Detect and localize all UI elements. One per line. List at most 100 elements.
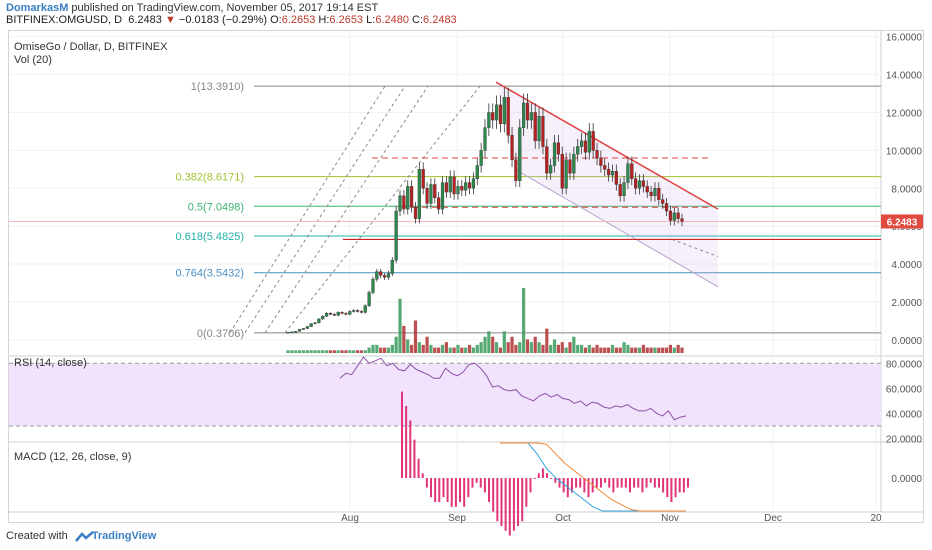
channel-fill (496, 82, 718, 287)
created-with-label: Created with (6, 530, 68, 542)
rsi-label: RSI (14, close) (14, 357, 87, 369)
fib-level-label: 1(13.3910) (191, 81, 244, 93)
tradingview-link[interactable]: TradingView (91, 530, 157, 542)
volume-bar (498, 347, 503, 353)
candle-body (510, 135, 514, 161)
candle-body (297, 329, 302, 332)
volume-bar (522, 288, 526, 353)
volume-bar (367, 347, 371, 353)
chart-frame[interactable] (8, 30, 924, 523)
macd-histogram-bar (508, 478, 511, 536)
candle-body (622, 182, 626, 197)
volume-bar (301, 350, 306, 353)
macd-histogram-bar (674, 478, 677, 498)
volume-bar (437, 347, 441, 353)
macd-histogram-bar (645, 478, 648, 488)
price-tick-label: 16.0000 (886, 33, 923, 44)
candle-body (610, 171, 615, 176)
publish-line: DomarkasM published on TradingView.com, … (6, 2, 378, 15)
macd-histogram-bar (546, 473, 549, 478)
time-tick-label: Aug (341, 513, 359, 524)
volume-bar (572, 336, 576, 353)
volume-bar (564, 347, 568, 353)
macd-histogram-bar (454, 478, 457, 507)
volume-bar (483, 336, 487, 353)
time-tick-label: 20 (870, 513, 882, 524)
candle-body (348, 311, 352, 315)
candle-body (452, 176, 456, 195)
candle-body (518, 127, 522, 181)
candle-body (294, 331, 298, 333)
volume-bar (406, 339, 410, 353)
candle-body (583, 140, 588, 153)
volume-bar (352, 350, 356, 353)
author-link[interactable]: DomarkasM (6, 2, 69, 14)
last-price-badge (881, 214, 923, 229)
candle-body (313, 322, 317, 324)
volume-bar (440, 344, 445, 353)
candle-body (506, 97, 510, 136)
candle-body (475, 165, 479, 179)
fib-level-label: 0.764(3.5432) (176, 268, 245, 280)
candle-body (560, 153, 564, 189)
candle-body (549, 165, 553, 174)
volume-bar (286, 350, 290, 353)
macd-histogram-bar (624, 478, 627, 488)
candle-body (653, 188, 657, 197)
low-label: L: (366, 14, 376, 26)
volume-bar (502, 331, 506, 353)
volume-bar (344, 350, 348, 353)
candle-body (317, 318, 321, 323)
fib-fan-line (284, 85, 481, 334)
candle-body (618, 184, 622, 197)
macd-histogram-bar (417, 458, 420, 478)
volume-bar (394, 336, 398, 353)
candle-body (641, 180, 645, 187)
candle-body (672, 212, 676, 221)
volume-bar (676, 344, 680, 353)
macd-histogram-bar (558, 478, 561, 488)
volume-bar (317, 350, 321, 353)
last-price: 6.2483 (128, 14, 162, 26)
candle-body (440, 182, 445, 210)
volume-bar (421, 344, 425, 353)
candle-body (332, 314, 336, 316)
volume-bar (657, 347, 661, 353)
volume-bar (363, 350, 367, 353)
macd-histogram-bar (425, 478, 428, 488)
candle-body (406, 186, 410, 210)
macd-pane: 0.0000 (401, 391, 922, 536)
candle-body (352, 310, 356, 312)
macd-histogram-bar (434, 478, 437, 502)
macd-histogram-bar (529, 478, 532, 493)
candle-body (630, 163, 634, 179)
macd-histogram-bar (430, 478, 433, 498)
volume-bar (402, 325, 406, 353)
low-value: 6.2480 (375, 14, 409, 26)
rsi-tick-label: 20.0000 (886, 434, 923, 445)
macd-histogram-bar (405, 406, 408, 478)
candle-body (390, 260, 394, 274)
candle-body (305, 326, 309, 329)
candle-body (595, 150, 599, 159)
macd-label: MACD (12, 26, close, 9) (14, 451, 131, 463)
volume-bar (371, 344, 375, 353)
macd-histogram-bar (467, 478, 470, 498)
candle-body (587, 131, 591, 153)
volume-bar (332, 350, 336, 353)
volume-bar (672, 347, 676, 353)
volume-bar (379, 347, 383, 353)
volume-bar (433, 347, 437, 353)
rsi-tick-label: 80.0000 (886, 359, 923, 370)
symbol-line: BITFINEX:OMGUSD, D 6.2483 ▼ −0.0183 (−0.… (6, 14, 457, 26)
volume-bar (664, 347, 669, 353)
macd-histogram-bar (641, 478, 644, 493)
volume-bar (328, 350, 333, 353)
candle-body (425, 188, 429, 204)
volume-bar (444, 342, 448, 353)
macd-histogram-bar (575, 478, 578, 488)
volume-bar (525, 339, 530, 353)
volume-bar (583, 347, 588, 353)
macd-histogram-bar (496, 478, 499, 522)
